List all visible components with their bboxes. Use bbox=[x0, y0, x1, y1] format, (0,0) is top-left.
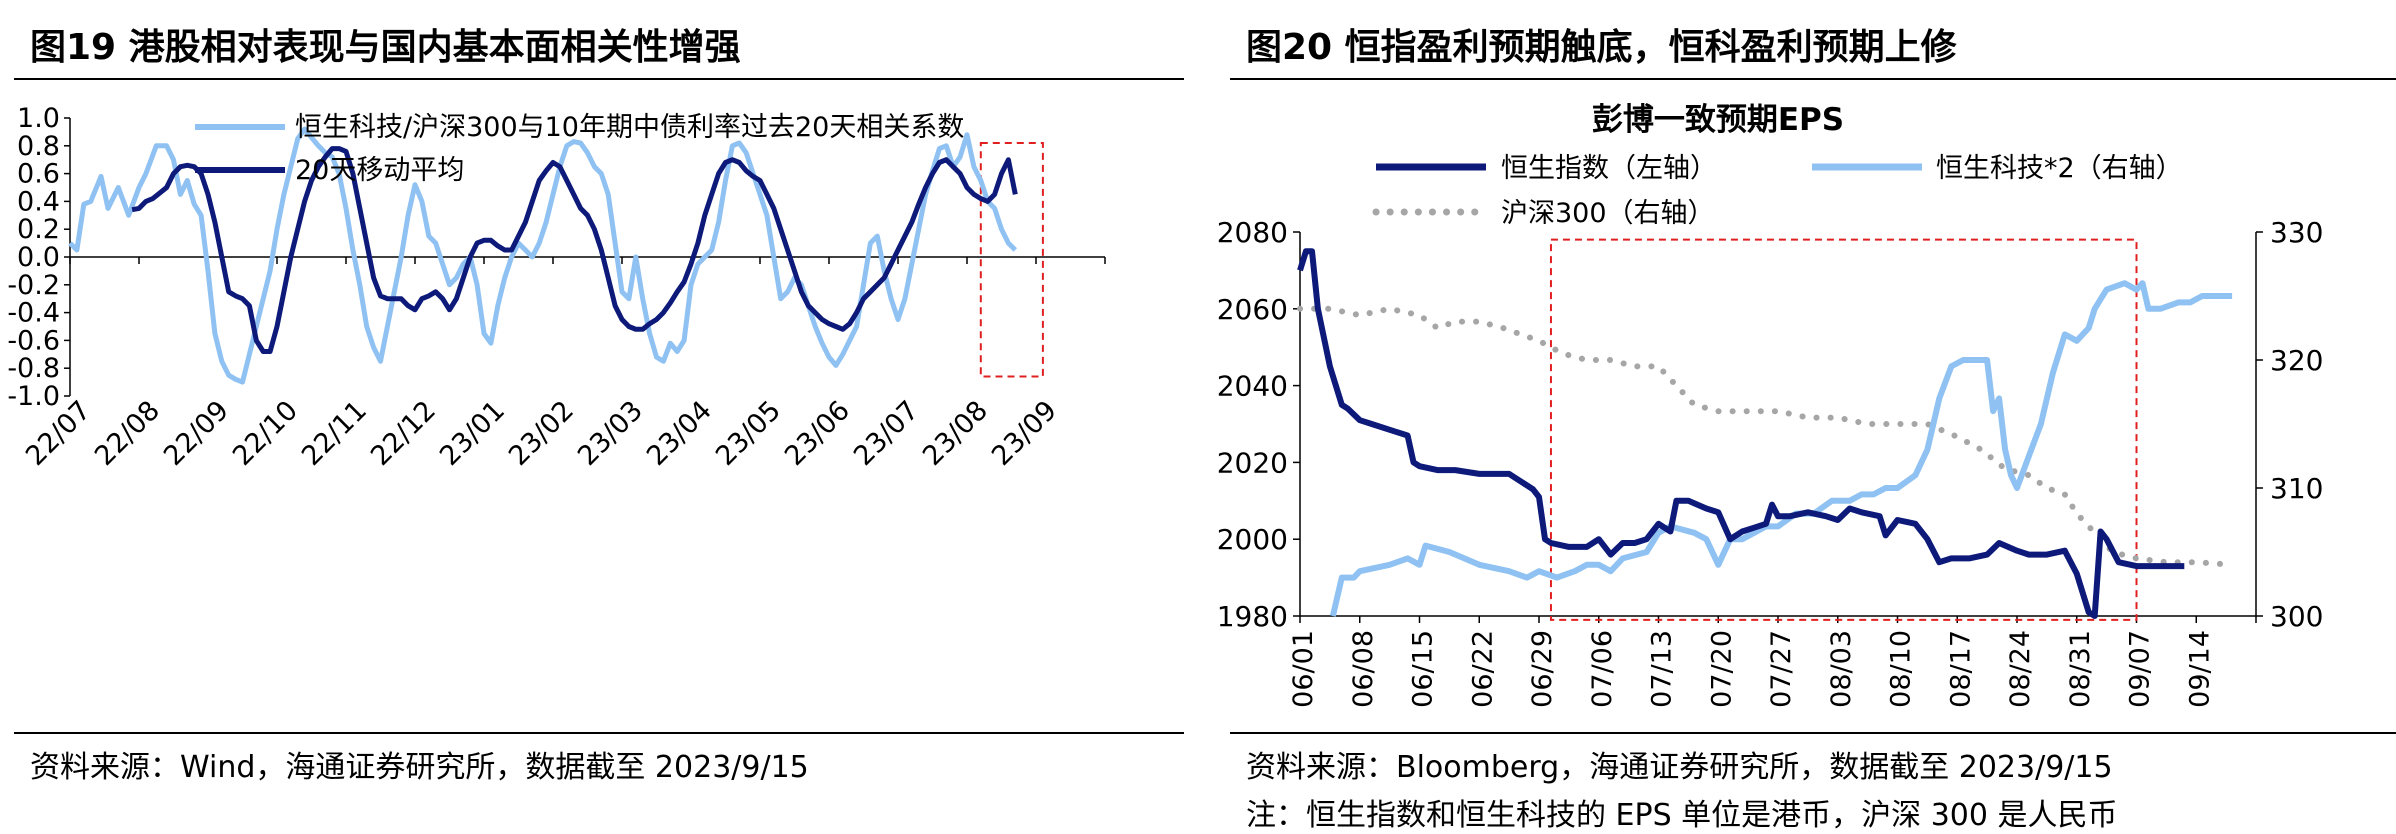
left-y-tick-label: 2080 bbox=[1217, 216, 1288, 249]
figure-19-chart: 1.00.80.60.40.20.0-0.2-0.4-0.6-0.8-1.0 22… bbox=[7, 103, 1106, 472]
figure-20-note: 注：恒生指数和恒生科技的 EPS 单位是港币，沪深 300 是人民币 bbox=[1246, 798, 2118, 833]
figure-20-top-rule bbox=[1230, 78, 2396, 80]
x-tick-label: 06/01 bbox=[1288, 630, 1319, 708]
x-tick-label: 23/03 bbox=[572, 395, 649, 472]
x-tick-label: 06/08 bbox=[1348, 630, 1379, 708]
x-tick-label: 06/29 bbox=[1527, 630, 1558, 708]
left-y-tick-label: 2040 bbox=[1217, 370, 1288, 403]
figure-19-bottom-rule bbox=[14, 732, 1184, 734]
figure-19-title: 图19 港股相对表现与国内基本面相关性增强 bbox=[30, 27, 741, 68]
x-tick-label: 08/31 bbox=[2065, 630, 2096, 708]
x-tick-label: 23/06 bbox=[779, 395, 856, 472]
y-tick-label: 0.0 bbox=[17, 242, 60, 273]
y-tick-label: 0.4 bbox=[17, 186, 60, 217]
series-hsi-line bbox=[1297, 248, 2185, 619]
figure-19-top-rule bbox=[14, 78, 1184, 80]
figure-19-source: 资料来源：Wind，海通证券研究所，数据截至 2023/9/15 bbox=[30, 750, 809, 785]
legend-label-correlation: 恒生科技/沪深300与10年期中债利率过去20天相关系数 bbox=[295, 112, 964, 143]
figure-20-panel: 图20 恒指盈利预期触底，恒科盈利预期上修 彭博一致预期EPS 2080 2060 2… bbox=[1216, 0, 2396, 833]
figure-20-title: 图20 恒指盈利预期触底，恒科盈利预期上修 bbox=[1246, 27, 1957, 68]
x-tick-label: 22/10 bbox=[227, 395, 304, 472]
y-tick-label: -0.8 bbox=[7, 353, 60, 384]
x-tick-label: 06/15 bbox=[1408, 630, 1439, 708]
y-tick-label: -0.6 bbox=[7, 325, 60, 356]
x-tick-label: 23/02 bbox=[503, 395, 580, 472]
x-tick-label: 23/04 bbox=[641, 395, 718, 472]
right-y-tick-label: 320 bbox=[2270, 344, 2323, 377]
highlight-box bbox=[1549, 238, 2138, 621]
x-tick-label: 22/11 bbox=[296, 395, 373, 472]
legend-label-hstech: 恒生科技*2（右轴） bbox=[1936, 153, 2183, 184]
y-tick-label: -0.4 bbox=[7, 298, 60, 329]
x-tick-label: 08/10 bbox=[1886, 630, 1917, 708]
x-tick-label: 09/14 bbox=[2184, 630, 2215, 708]
figure-20-bottom-rule bbox=[1230, 732, 2396, 734]
x-tick-label: 08/03 bbox=[1826, 630, 1857, 708]
x-tick-label: 22/08 bbox=[89, 395, 166, 472]
series-hstech-line bbox=[1329, 280, 2233, 617]
left-y-tick-label: 2060 bbox=[1217, 293, 1288, 326]
x-tick-label: 23/08 bbox=[917, 395, 994, 472]
x-tick-label: 23/09 bbox=[986, 395, 1063, 472]
y-tick-label: 0.8 bbox=[17, 131, 60, 162]
x-tick-label: 07/27 bbox=[1766, 630, 1797, 708]
x-tick-label: 07/06 bbox=[1587, 630, 1618, 708]
y-tick-label: 0.2 bbox=[17, 214, 60, 245]
y-tick-label: -1.0 bbox=[7, 381, 60, 412]
right-y-tick-label: 300 bbox=[2270, 600, 2323, 633]
figure-20-chart: 彭博一致预期EPS 2080 2060 2040 2020 2000 1980 330 320 3… bbox=[1217, 102, 2324, 708]
x-tick-label: 09/07 bbox=[2125, 630, 2156, 708]
y-tick-label: 0.6 bbox=[17, 159, 60, 190]
x-tick-label: 23/05 bbox=[710, 395, 787, 472]
series-moving-average-line bbox=[131, 146, 1018, 354]
legend-label-moving-average: 20天移动平均 bbox=[295, 155, 464, 186]
figure-20-source: 资料来源：Bloomberg，海通证券研究所，数据截至 2023/9/15 bbox=[1246, 750, 2113, 785]
legend-label-csi300: 沪深300（右轴） bbox=[1501, 198, 1715, 229]
x-tick-label: 08/17 bbox=[1945, 630, 1976, 708]
x-tick-label: 22/09 bbox=[158, 395, 235, 472]
right-y-tick-label: 310 bbox=[2270, 472, 2323, 505]
x-tick-label: 23/01 bbox=[434, 395, 511, 472]
legend-label-hsi: 恒生指数（左轴） bbox=[1501, 153, 1717, 184]
x-tick-label: 08/24 bbox=[2005, 630, 2036, 708]
figure-19-panel: 图19 港股相对表现与国内基本面相关性增强 1.0 0.8 0.6 0.4 0.2 0.0… bbox=[0, 0, 1184, 830]
chart-title: 彭博一致预期EPS bbox=[1592, 102, 1844, 138]
left-y-tick-label: 2020 bbox=[1217, 446, 1288, 479]
series-csi300-line bbox=[1297, 305, 2236, 568]
y-tick-label: 1.0 bbox=[17, 103, 60, 134]
x-tick-label: 07/20 bbox=[1706, 630, 1737, 708]
left-y-tick-label: 2000 bbox=[1217, 523, 1288, 556]
right-y-tick-label: 330 bbox=[2270, 216, 2323, 249]
x-tick-label: 07/13 bbox=[1647, 630, 1678, 708]
highlight-box bbox=[979, 142, 1044, 378]
x-tick-label: 22/12 bbox=[365, 395, 442, 472]
y-tick-label: -0.2 bbox=[7, 270, 60, 301]
x-tick-label: 06/22 bbox=[1467, 630, 1498, 708]
left-y-tick-label: 1980 bbox=[1217, 600, 1288, 633]
x-tick-label: 23/07 bbox=[848, 395, 925, 472]
